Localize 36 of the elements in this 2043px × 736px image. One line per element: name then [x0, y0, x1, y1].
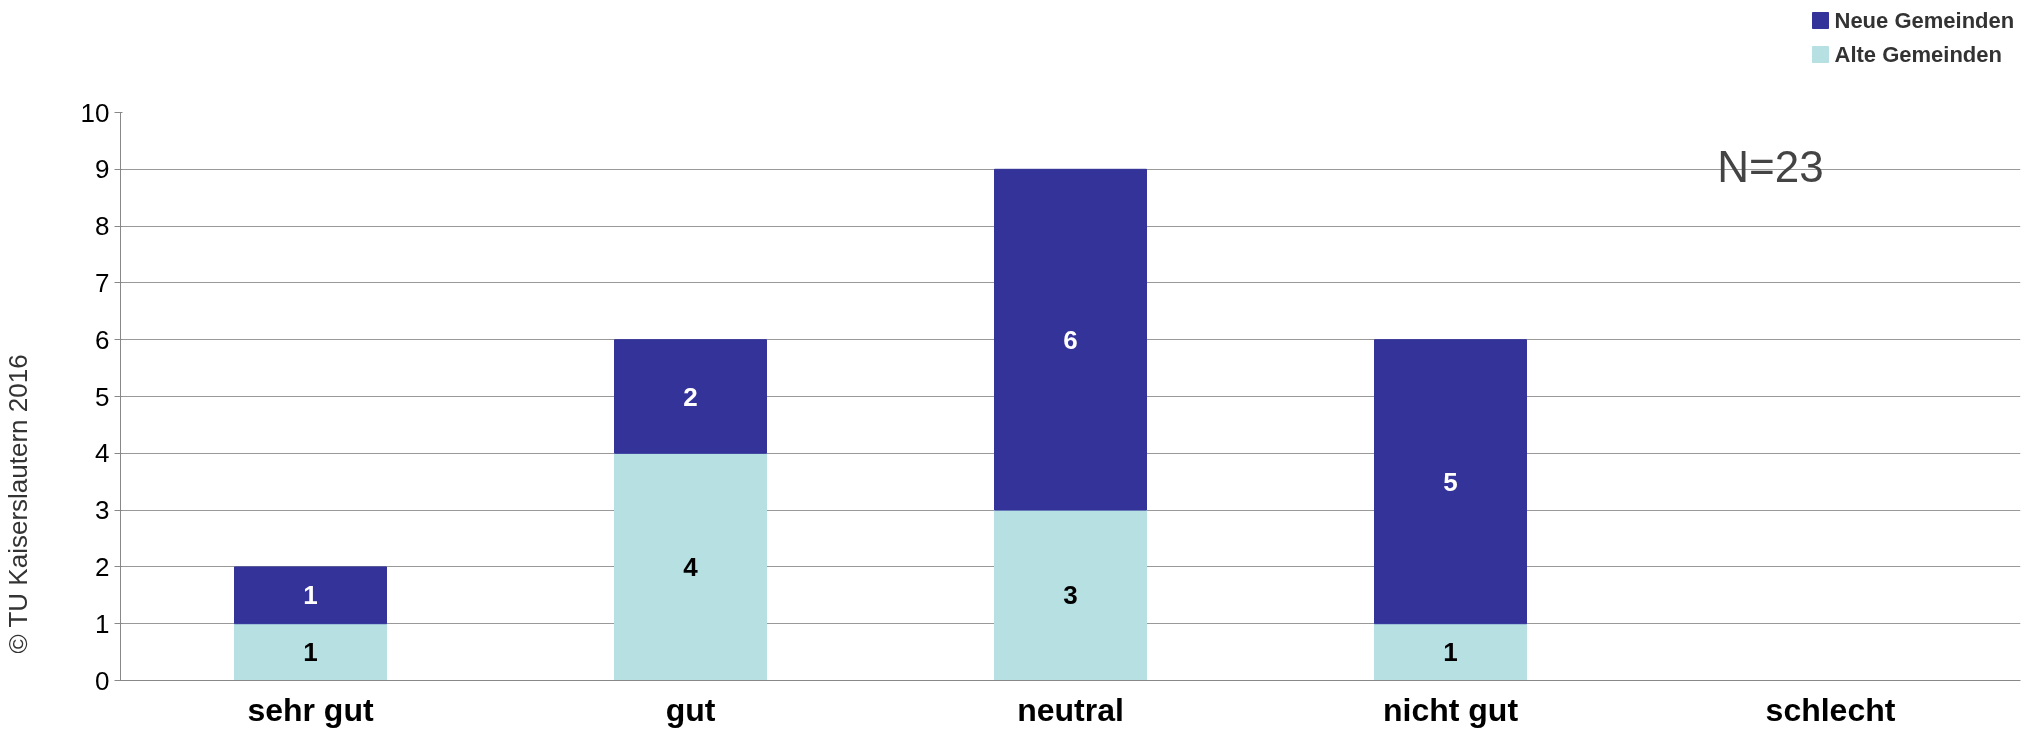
bar — [234, 566, 387, 625]
y-tick-label: 5 — [95, 381, 110, 412]
y-tick-label: 4 — [95, 438, 110, 469]
y-tick-label: 0 — [95, 665, 110, 696]
x-tick-label: schlecht — [1765, 691, 1896, 728]
data-label: 1 — [1443, 637, 1458, 668]
text: © TU Kaiserslautern 2016 — [2, 354, 33, 654]
y-tick-label: 2 — [95, 551, 110, 582]
bar — [994, 509, 1147, 681]
data-label: 3 — [1063, 580, 1078, 611]
data-label: 1 — [303, 637, 318, 668]
y-tick-label: 1 — [95, 608, 110, 639]
legend-label: Alte Gemeinden — [1834, 42, 2002, 67]
legend-label: Neue Gemeinden — [1834, 8, 2015, 33]
bar — [1374, 339, 1527, 625]
y-tick-label: 10 — [80, 97, 110, 128]
y-tick-label: 3 — [95, 495, 110, 526]
data-label: 4 — [683, 551, 699, 582]
y-tick-label: 6 — [95, 324, 110, 355]
data-label: 1 — [303, 580, 318, 611]
bar — [614, 452, 767, 681]
x-tick-label: nicht gut — [1382, 691, 1519, 728]
y-tick-label: 8 — [95, 211, 110, 242]
bar — [994, 168, 1147, 511]
y-tick-label: 9 — [95, 154, 110, 185]
annotation: N=23 — [1717, 141, 1824, 191]
x-tick-label: gut — [665, 691, 716, 728]
data-label: 5 — [1443, 466, 1458, 497]
x-tick-label: sehr gut — [247, 691, 374, 728]
y-tick-label: 7 — [95, 267, 110, 298]
bar — [1374, 623, 1527, 681]
data-label: 6 — [1063, 324, 1078, 355]
bar — [614, 339, 767, 454]
data-label: 2 — [683, 381, 698, 412]
bar — [234, 623, 387, 681]
x-tick-label: neutral — [1017, 691, 1124, 728]
